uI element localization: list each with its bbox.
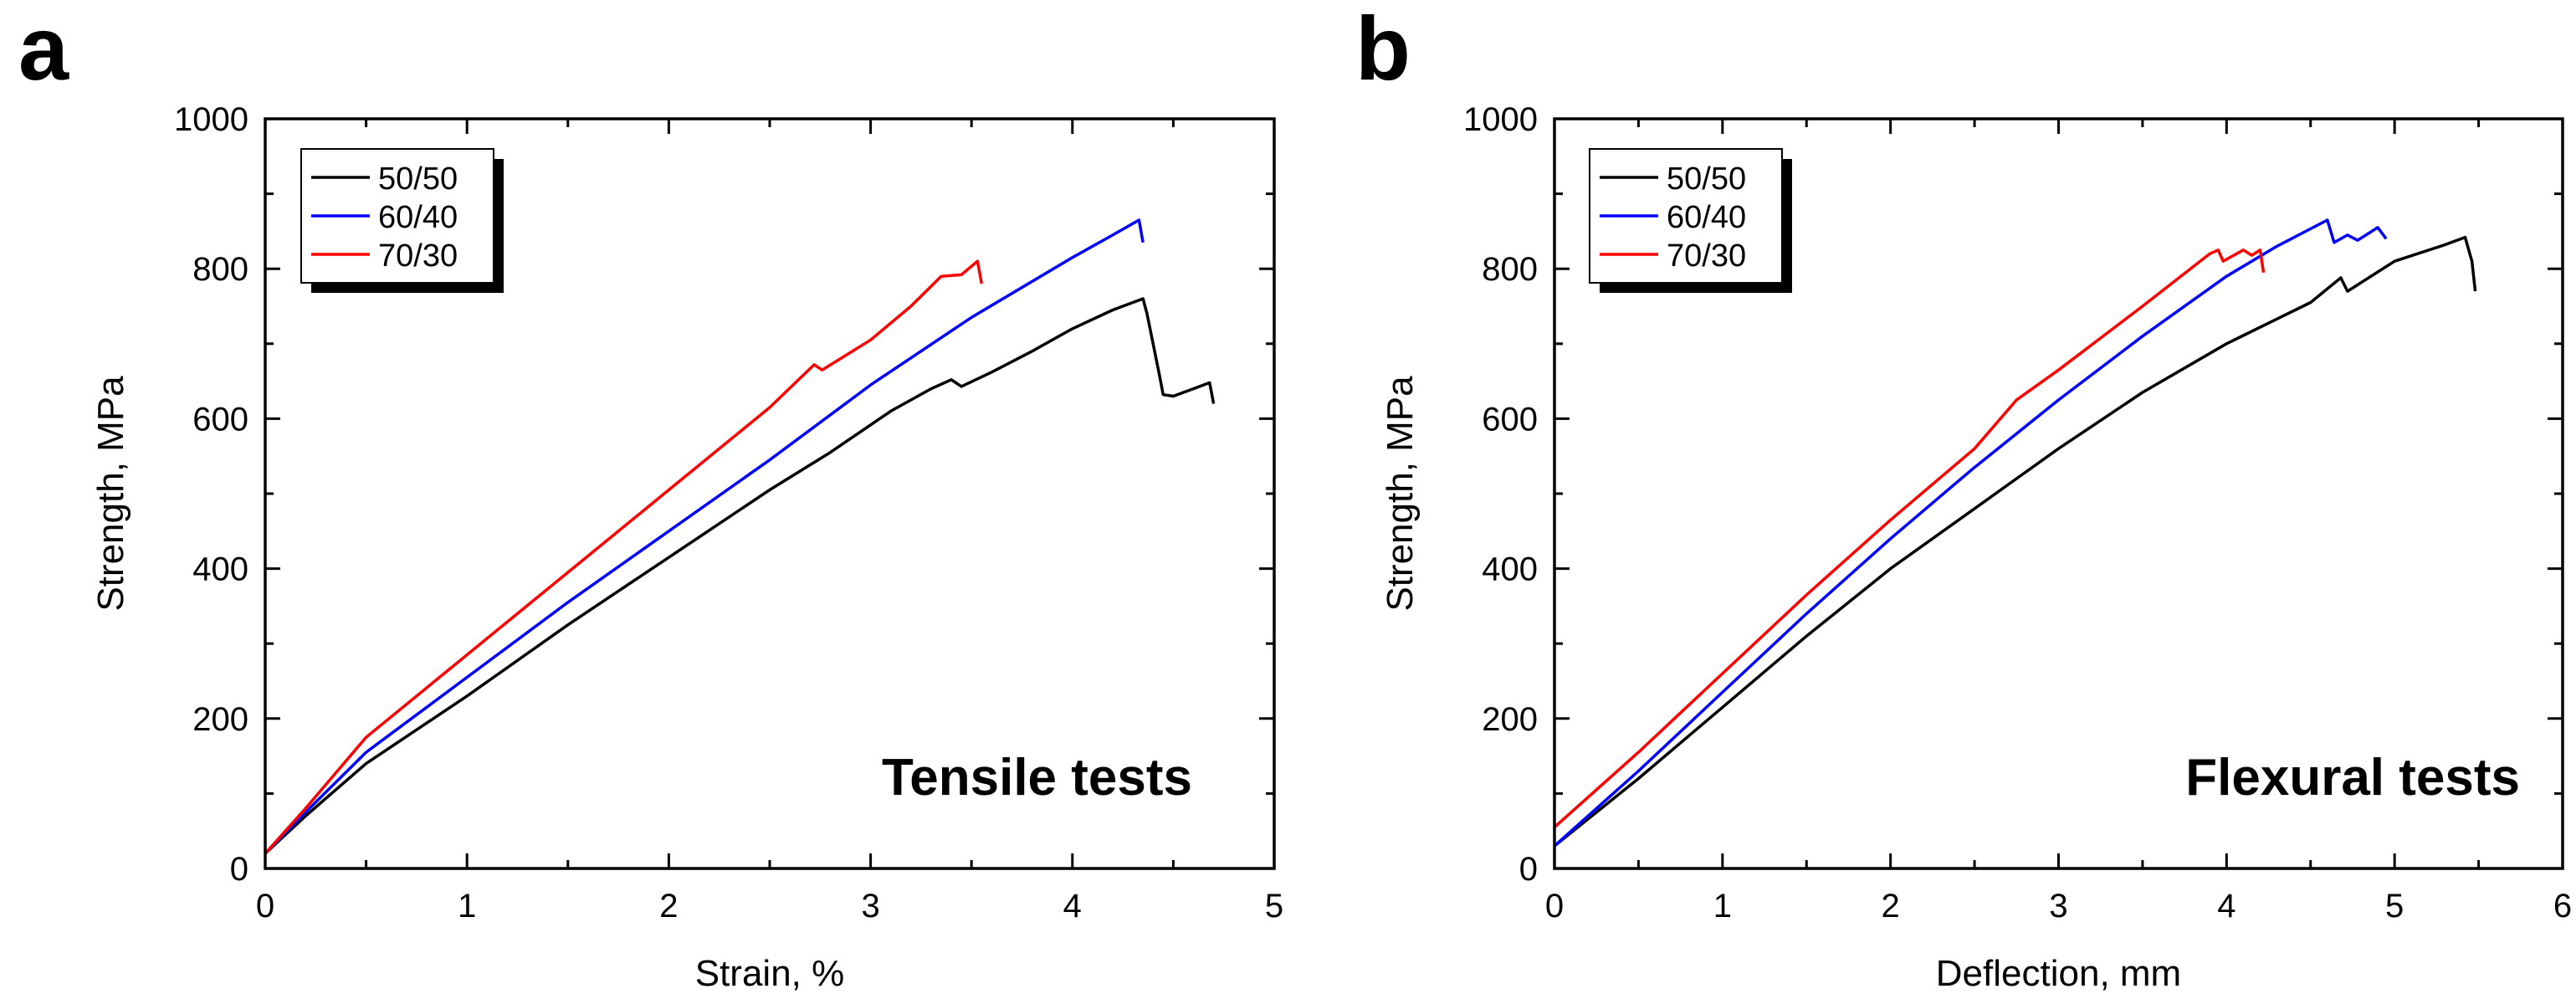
series-line-70-30 [1553,248,2266,829]
y-axis-label: Strength, MPa [90,376,131,612]
series-line-50-50 [1553,235,2477,848]
x-tick-label: 1 [1713,888,1732,925]
x-tick-label: 0 [256,888,274,925]
y-tick-label: 0 [1519,851,1538,888]
legend-entry-label: 70/30 [1667,238,1746,274]
y-tick-label: 600 [1482,401,1538,438]
y-tick-label: 1000 [174,101,248,138]
y-tick-label: 800 [192,251,248,288]
annotation-text: Flexural tests [2185,749,2520,807]
annotation-text: Tensile tests [882,749,1192,807]
panel-label: b [1355,0,1411,99]
x-tick-label: 2 [1882,888,1900,925]
x-tick-label: 0 [1545,888,1564,925]
x-tick-label: 5 [2385,888,2404,925]
x-tick-label: 5 [1265,888,1283,925]
x-tick-label: 3 [861,888,879,925]
legend-entry-label: 50/50 [378,161,458,197]
x-tick-label: 4 [2217,888,2235,925]
y-tick-label: 400 [1482,551,1538,588]
y-tick-label: 400 [192,551,248,588]
legend-entry-label: 60/40 [378,200,458,235]
y-tick-label: 1000 [1463,101,1538,138]
y-tick-label: 0 [230,851,248,888]
x-tick-label: 1 [458,888,476,925]
legend-entry-label: 70/30 [378,238,458,274]
y-tick-label: 200 [192,701,248,738]
x-axis-label: Deflection, mm [1936,953,2181,994]
panel-label: a [18,0,69,99]
x-tick-label: 4 [1063,888,1082,925]
series-line-50-50 [264,297,1216,855]
legend-entry-label: 50/50 [1667,161,1746,197]
series-line-70-30 [264,259,984,855]
chart-panel-a: a 0 1 2 3 4 5 0 200 400 600 800 1000 Strain, % Strengt… [18,0,1283,994]
legend-entry-label: 60/40 [1667,200,1746,235]
y-tick-label: 600 [192,401,248,438]
y-tick-label: 200 [1482,701,1538,738]
x-tick-label: 3 [2049,888,2067,925]
plot-frame [1553,117,2564,870]
series-line-60-40 [264,218,1145,855]
y-tick-label: 800 [1482,251,1538,288]
chart-panel-b: b 0 1 2 3 4 5 6 0 200 400 600 800 1000 Deflection, mm S… [1355,0,2572,994]
x-axis-label: Strain, % [695,953,845,994]
y-axis-label: Strength, MPa [1380,376,1421,612]
series-line-60-40 [1553,218,2388,848]
x-tick-label: 6 [2553,888,2572,925]
x-tick-label: 2 [659,888,678,925]
plot-frame [264,117,1276,870]
